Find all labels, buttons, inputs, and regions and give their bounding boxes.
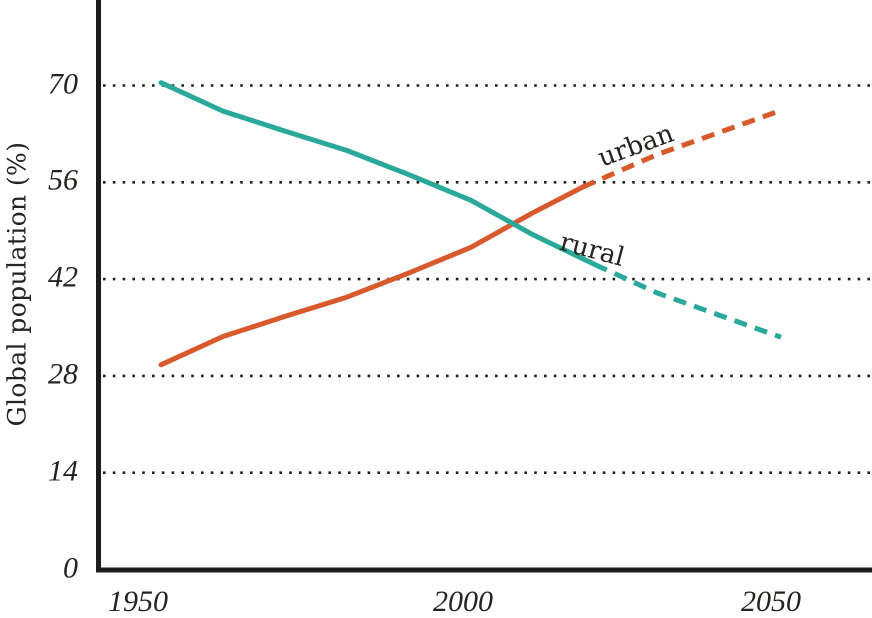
urban-line-dashed [581,108,782,190]
y-tick-label-14: 14 [48,454,78,488]
y-tick-label-42: 42 [48,260,78,294]
urban-line-solid [158,184,586,368]
x-tick-label-2050: 2050 [741,585,801,618]
x-tick-label-1950: 1950 [108,585,168,618]
rural-line-dashed [593,262,782,340]
y-tick-label-28: 28 [48,357,78,391]
x-tick-label-2000: 2000 [433,585,493,618]
y-tick-label-0: 0 [63,551,78,585]
y-tick-label-56: 56 [48,163,78,197]
rural-line-solid [158,80,598,268]
y-tick-label-70: 70 [48,67,78,101]
